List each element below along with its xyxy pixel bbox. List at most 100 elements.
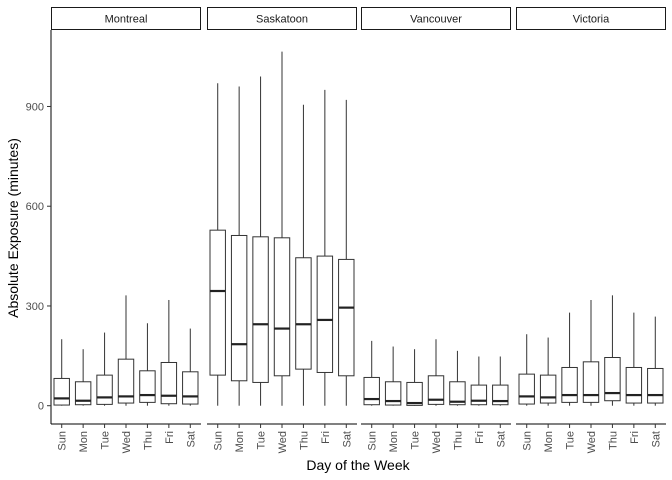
iqr-box bbox=[316, 255, 334, 373]
facet-strip-label: Montreal bbox=[105, 14, 148, 26]
iqr-box bbox=[518, 373, 535, 405]
facet-strip-label: Victoria bbox=[573, 14, 610, 26]
y-tick-label: 0 bbox=[38, 401, 44, 413]
facet-strip bbox=[361, 7, 511, 30]
x-tick-label: Sat bbox=[495, 431, 507, 448]
x-tick-label: Fri bbox=[320, 431, 332, 444]
iqr-box bbox=[406, 381, 423, 406]
iqr-box bbox=[384, 381, 402, 406]
box-wed: Wed bbox=[273, 51, 291, 453]
iqr-box bbox=[117, 358, 135, 404]
x-tick-label: Mon bbox=[234, 431, 246, 452]
x-tick-label: Wed bbox=[586, 431, 598, 453]
box-mon: Mon bbox=[230, 86, 248, 452]
box-thu: Thu bbox=[139, 323, 156, 450]
box-thu: Thu bbox=[295, 104, 312, 450]
box-sun: Sun bbox=[209, 83, 226, 451]
iqr-box bbox=[96, 374, 113, 405]
x-tick-label: Sun bbox=[57, 431, 69, 451]
iqr-box bbox=[492, 384, 509, 406]
box-sat: Sat bbox=[492, 356, 509, 448]
box-sat: Sat bbox=[338, 99, 355, 448]
x-tick-label: Mon bbox=[388, 431, 400, 452]
box-wed: Wed bbox=[582, 299, 600, 453]
iqr-box bbox=[273, 237, 291, 377]
box-tue: Tue bbox=[406, 349, 423, 450]
iqr-box bbox=[604, 357, 621, 402]
iqr-box bbox=[582, 361, 600, 403]
iqr-box bbox=[53, 377, 70, 406]
box-sun: Sun bbox=[53, 339, 70, 451]
facet-panels: Montreal Sun Mon Tue Wed Thu Fri Sat Saskatoon Su… bbox=[51, 7, 666, 453]
x-tick-label: Tue bbox=[256, 431, 268, 450]
iqr-box bbox=[182, 371, 199, 405]
facet-panel-vancouver: Vancouver Sun Mon Tue Wed Thu Fri Sat bbox=[361, 7, 511, 453]
iqr-box bbox=[230, 234, 248, 382]
y-tick-label: 300 bbox=[26, 301, 44, 313]
box-sat: Sat bbox=[182, 328, 199, 448]
box-thu: Thu bbox=[449, 350, 466, 450]
iqr-box bbox=[539, 374, 557, 404]
x-tick-label: Thu bbox=[298, 431, 310, 450]
iqr-box bbox=[647, 367, 664, 404]
y-axis-title: Absolute Exposure (minutes) bbox=[5, 138, 21, 318]
box-mon: Mon bbox=[539, 337, 557, 452]
facet-strip-label: Vancouver bbox=[410, 14, 462, 26]
box-fri: Fri bbox=[316, 89, 334, 444]
facet-strip bbox=[51, 7, 201, 30]
iqr-box bbox=[625, 366, 643, 404]
x-tick-label: Tue bbox=[100, 431, 112, 450]
iqr-box bbox=[363, 376, 380, 406]
x-tick-label: Sun bbox=[213, 431, 225, 451]
x-tick-label: Wed bbox=[277, 431, 289, 453]
iqr-box bbox=[209, 229, 226, 376]
x-tick-label: Wed bbox=[431, 431, 443, 453]
x-tick-label: Fri bbox=[629, 431, 641, 444]
x-tick-label: Thu bbox=[452, 431, 464, 450]
box-mon: Mon bbox=[384, 346, 402, 452]
iqr-box bbox=[449, 381, 466, 406]
y-tick-label: 600 bbox=[26, 201, 44, 213]
x-tick-label: Tue bbox=[410, 431, 422, 450]
box-tue: Tue bbox=[96, 332, 113, 450]
box-fri: Fri bbox=[160, 299, 178, 444]
x-tick-label: Thu bbox=[607, 431, 619, 450]
box-mon: Mon bbox=[74, 349, 92, 452]
iqr-box bbox=[338, 258, 355, 377]
x-tick-label: Sun bbox=[522, 431, 534, 451]
x-tick-label: Thu bbox=[142, 431, 154, 450]
box-wed: Wed bbox=[117, 295, 135, 453]
iqr-box bbox=[139, 370, 156, 403]
box-wed: Wed bbox=[427, 339, 445, 453]
x-tick-label: Sun bbox=[367, 431, 379, 451]
x-tick-label: Mon bbox=[543, 431, 555, 452]
facet-panel-saskatoon: Saskatoon Sun Mon Tue Wed Thu Fri Sat bbox=[207, 7, 357, 453]
iqr-box bbox=[160, 361, 178, 405]
iqr-box bbox=[561, 366, 578, 403]
x-tick-label: Fri bbox=[164, 431, 176, 444]
facet-strip bbox=[516, 7, 666, 30]
x-tick-label: Mon bbox=[78, 431, 90, 452]
box-fri: Fri bbox=[470, 356, 488, 444]
x-tick-label: Fri bbox=[474, 431, 486, 444]
box-tue: Tue bbox=[561, 312, 578, 450]
box-sat: Sat bbox=[647, 316, 664, 448]
box-tue: Tue bbox=[252, 76, 269, 450]
facet-panel-victoria: Victoria Sun Mon Tue Wed Thu Fri Sat bbox=[516, 7, 666, 453]
y-axis: 0 300 600 900 bbox=[26, 30, 52, 424]
box-fri: Fri bbox=[625, 312, 643, 444]
facet-strip-label: Saskatoon bbox=[256, 14, 308, 26]
x-tick-label: Sat bbox=[341, 431, 353, 448]
iqr-box bbox=[252, 236, 269, 383]
x-tick-label: Tue bbox=[565, 431, 577, 450]
iqr-box bbox=[427, 375, 445, 405]
box-thu: Thu bbox=[604, 295, 621, 450]
y-tick-label: 900 bbox=[26, 101, 44, 113]
x-tick-label: Sat bbox=[650, 431, 662, 448]
x-axis-title: Day of the Week bbox=[306, 457, 410, 473]
box-sun: Sun bbox=[518, 334, 535, 451]
iqr-box bbox=[74, 381, 92, 406]
facet-strip bbox=[207, 7, 357, 30]
box-sun: Sun bbox=[363, 340, 380, 451]
